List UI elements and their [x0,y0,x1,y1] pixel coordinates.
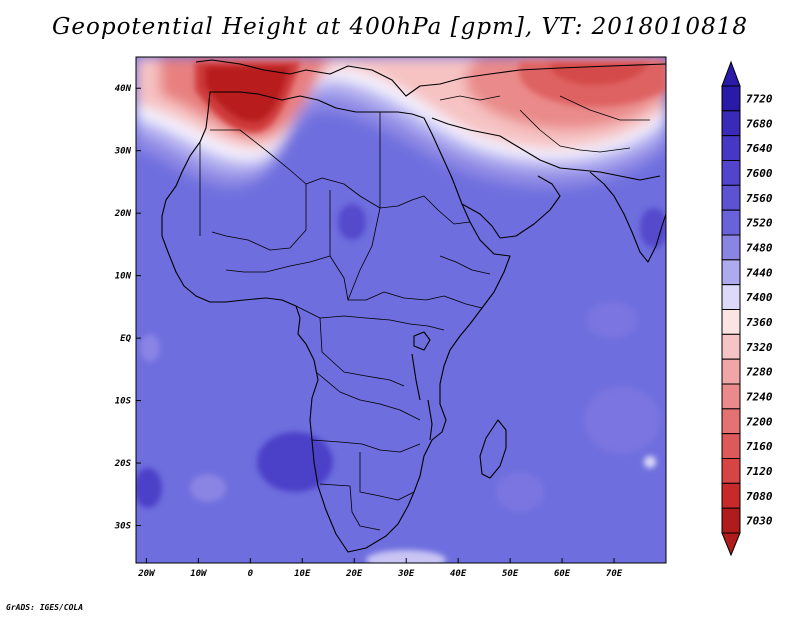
height-field [136,57,666,563]
colorbar-label: 7280 [746,366,773,379]
colorbar-label: 7640 [746,142,773,155]
lon-tick-label: 10E [294,569,311,579]
india-coastline [589,171,666,263]
longitude-axis: 20W 10W 0 10E 20E 30E 40E 50E 60E 70E [137,558,623,579]
colorbar-swatch [721,284,741,310]
lat-tick-label: 20S [114,459,132,469]
colorbar-label: 7200 [746,415,773,428]
colorbar-label: 7600 [746,167,773,180]
map-title: Geopotential Height at 400hPa [gpm], VT:… [52,14,748,40]
lon-tick-label: 10W [190,569,208,579]
lat-tick-label: 40N [115,84,132,94]
colorbar-label: 7320 [746,341,773,354]
colorbar-label: 7030 [746,515,773,528]
africa-coastline [161,91,511,553]
lon-tick-label: 40E [450,569,467,579]
lat-tick-label: EQ [120,334,131,344]
colorbar-label: 7400 [746,291,773,304]
colorbar-swatch [721,433,741,459]
colorbar-swatch [721,135,741,162]
lake-victoria [413,331,431,351]
lon-tick-label: 0 [248,569,254,579]
colorbar-swatch [721,458,741,484]
colorbar-label: 7120 [746,465,773,478]
colorbar-swatch [721,408,741,435]
lon-tick-label: 20W [137,569,156,579]
colorbar-swatch [721,259,741,286]
colorbar-swatch [721,482,741,509]
lat-tick-label: 10N [115,272,132,282]
lon-tick-label: 70E [606,569,623,579]
colorbar: 7720 7680 7640 7600 7560 7520 7480 7440 7400 7360… [721,60,773,557]
colorbar-swatch [721,184,741,211]
lat-tick-label: 10S [115,397,132,407]
lon-tick-label: 60E [554,569,571,579]
coastlines [161,59,666,553]
colorbar-label: 7520 [746,217,773,230]
colorbar-label: 7240 [746,390,773,403]
colorbar-swatch [721,85,741,112]
madagascar [479,419,507,479]
colorbar-swatch [721,383,741,410]
lat-tick-label: 30N [114,147,132,157]
colorbar-swatch [721,234,741,261]
country-borders [199,95,650,531]
colorbar-swatch [721,209,741,236]
colorbar-bottom-arrow [721,532,741,557]
lat-tick-label: 30S [114,522,132,532]
colorbar-top-arrow [721,60,741,87]
lon-tick-label: 30E [397,569,415,579]
lat-tick-label: 20N [114,209,132,219]
colorbar-label: 7080 [746,490,773,503]
colorbar-label: 7720 [746,92,773,105]
colorbar-label: 7440 [746,266,773,279]
colorbar-label: 7480 [746,241,773,254]
colorbar-swatch [721,110,741,137]
rift-lakes [411,353,433,441]
colorbar-label: 7160 [746,440,773,453]
colorbar-swatch [721,309,741,335]
colorbar-swatch [721,160,741,186]
arabia-coastline [431,117,661,239]
europe-coastline [195,59,666,97]
colorbar-label: 7560 [746,192,773,205]
colorbar-swatch [721,333,741,360]
lon-tick-label: 50E [502,569,519,579]
colorbar-swatch [721,358,741,385]
lon-tick-label: 20E [345,569,363,579]
latitude-axis: 40N 30N 20N 10N EQ 10S 20S 30S [114,84,141,532]
plot-frame [135,56,667,564]
colorbar-label: 7360 [746,316,773,329]
colorbar-label: 7680 [746,117,773,130]
grads-credit: GrADS: IGES/COLA [6,603,84,612]
colorbar-swatch [721,507,741,534]
